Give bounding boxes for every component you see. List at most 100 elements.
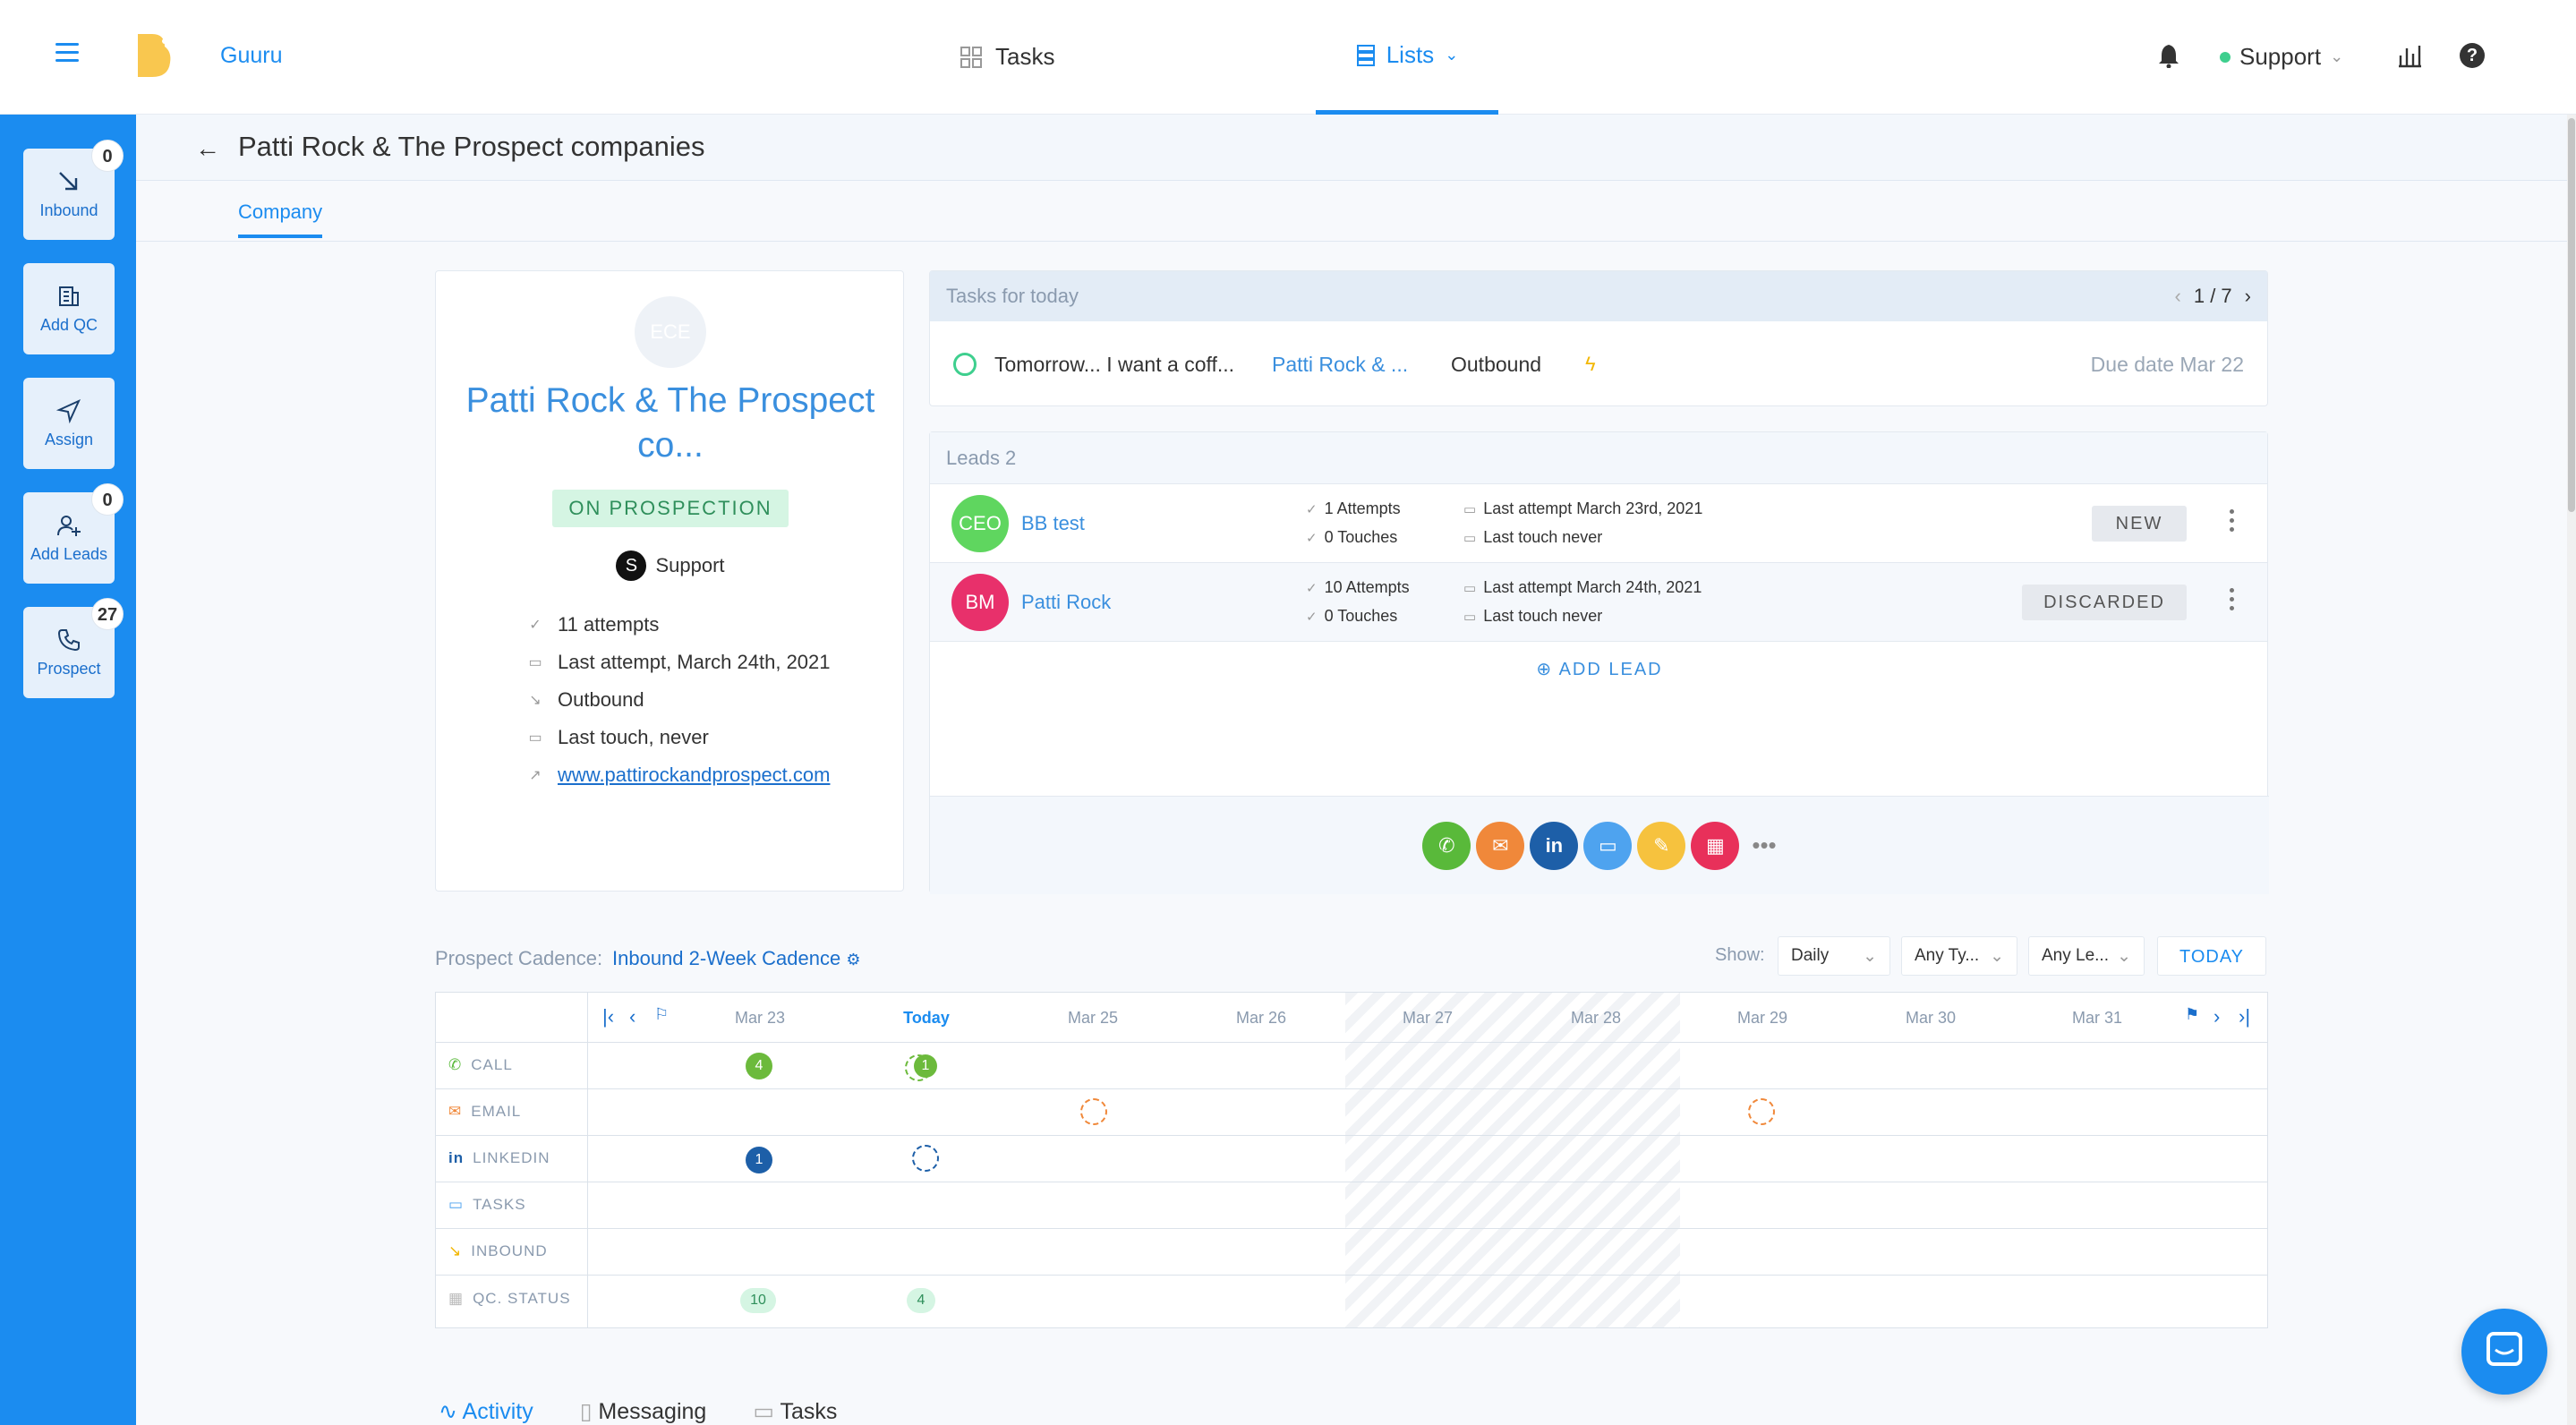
scrollbar-thumb[interactable] <box>2568 118 2575 512</box>
linkedin-action-button[interactable]: in <box>1530 821 1579 870</box>
company-name[interactable]: Patti Rock & The Prospect co... <box>465 381 875 465</box>
today-button[interactable]: TODAY <box>2157 936 2266 976</box>
lead-name[interactable]: Patti Rock <box>1021 590 1112 613</box>
more-actions-icon[interactable]: ••• <box>1752 832 1777 858</box>
flag-icon[interactable]: ⚐ <box>654 1005 670 1023</box>
user-menu[interactable]: Support ⌄ <box>2220 43 2343 71</box>
lead-name[interactable]: BB test <box>1021 511 1085 534</box>
type-filter[interactable]: Any Ty... ⌄ <box>1901 936 2017 976</box>
task-item[interactable]: Tomorrow... I want a coff... Patti Rock … <box>930 321 2267 407</box>
nav-lists[interactable]: Lists ⌄ <box>1316 0 1498 115</box>
day-label: Mar 28 <box>1570 1009 1622 1027</box>
bar-chart-icon[interactable] <box>2397 43 2422 68</box>
sidebar-item-add-leads[interactable]: 0 Add Leads <box>23 483 124 584</box>
lead-status-badge[interactable]: DISCARDED <box>2022 585 2187 620</box>
more-options-icon[interactable] <box>2230 509 2235 536</box>
linkedin-count-bubble[interactable]: 1 <box>746 1147 772 1173</box>
chevron-left-icon[interactable]: ‹ <box>2174 285 2181 307</box>
menu-icon[interactable] <box>55 43 79 63</box>
chevron-right-icon[interactable]: › <box>2213 1005 2221 1028</box>
lead-status-badge[interactable]: NEW <box>2092 506 2187 542</box>
last-attempt: Last attempt, March 24th, 2021 <box>558 651 831 673</box>
first-page-icon[interactable]: |‹ <box>602 1005 615 1028</box>
user-name: Support <box>2239 43 2322 70</box>
day-label: Mar 23 <box>734 1009 786 1027</box>
chat-icon <box>2486 1332 2522 1366</box>
inbound-badge: 0 <box>91 140 124 172</box>
check-icon: ✓ <box>529 618 542 633</box>
more-options-icon[interactable] <box>2230 588 2235 615</box>
task-company-link[interactable]: Patti Rock & ... <box>1272 352 1409 376</box>
building-icon: ▦ <box>448 1290 465 1307</box>
lead-last-attempt: Last attempt March 24th, 2021 <box>1483 577 1702 596</box>
timeline-row-call: ✆ CALL 4 1 <box>436 1043 2267 1089</box>
row-label: LINKEDIN <box>473 1149 550 1166</box>
sidebar-item-label: Assign <box>44 430 94 448</box>
period-filter[interactable]: Daily ⌄ <box>1778 936 1890 976</box>
qc-status-pill[interactable]: 10 <box>740 1288 776 1313</box>
phone-icon: ✆ <box>448 1056 463 1073</box>
lead-attempts: 10 Attempts <box>1324 577 1410 596</box>
sidebar-item-inbound[interactable]: 0 Inbound <box>23 140 124 240</box>
chevron-left-icon[interactable]: ‹ <box>629 1005 636 1028</box>
scheduled-linkedin-marker[interactable] <box>912 1145 939 1172</box>
call-count-bubble[interactable]: 4 <box>746 1053 772 1079</box>
tab-messaging[interactable]: ▯ Messaging <box>580 1398 707 1425</box>
lead-filter[interactable]: Any Le... ⌄ <box>2028 936 2145 976</box>
tab-label: Activity <box>462 1399 533 1424</box>
cadence-label: Prospect Cadence: <box>435 947 603 969</box>
sidebar-item-assign[interactable]: Assign <box>23 378 115 469</box>
status-badge[interactable]: ON PROSPECTION <box>552 490 789 527</box>
bell-icon[interactable] <box>2157 43 2180 68</box>
linkedin-icon: in <box>448 1149 465 1166</box>
sidebar-item-prospect[interactable]: 27 Prospect <box>23 598 124 698</box>
day-label: Mar 29 <box>1736 1009 1788 1027</box>
chat-button[interactable] <box>2461 1309 2547 1395</box>
gear-icon[interactable]: ⚙ <box>846 951 861 968</box>
lead-row[interactable]: CEO BB test ✓ 1 Attempts ✓ 0 Touches ▭ Last… <box>930 484 2267 563</box>
tab-tasks[interactable]: ▭ Tasks <box>753 1398 837 1425</box>
brand-name[interactable]: Guuru <box>220 43 283 68</box>
task-action-button[interactable]: ▭ <box>1583 821 1633 870</box>
direction: Outbound <box>558 688 644 711</box>
tab-activity[interactable]: ∿ Activity <box>439 1398 533 1425</box>
sidebar-item-add-qc[interactable]: Add QC <box>23 263 115 354</box>
scheduled-email-marker[interactable] <box>1080 1098 1107 1125</box>
call-action-button[interactable]: ✆ <box>1422 821 1471 870</box>
cadence-name[interactable]: Inbound 2-Week Cadence ⚙ <box>612 947 860 970</box>
page-header: ← Patti Rock & The Prospect companies <box>136 115 2567 181</box>
call-count-bubble[interactable]: 1 <box>914 1054 937 1078</box>
chevron-down-icon: ⌄ <box>2330 47 2344 65</box>
note-action-button[interactable]: ✎ <box>1637 821 1686 870</box>
flag-filled-icon[interactable]: ⚑ <box>2185 1005 2200 1023</box>
help-icon[interactable]: ? <box>2460 43 2485 68</box>
add-lead-button[interactable]: ⊕ ADD LEAD <box>930 658 2269 680</box>
owner-name: Support <box>655 554 725 576</box>
row-label: TASKS <box>473 1196 526 1213</box>
logo-icon <box>138 34 171 77</box>
website-link[interactable]: www.pattirockandprospect.com <box>558 764 831 786</box>
lead-row[interactable]: BM Patti Rock ✓ 10 Attempts ✓ 0 Touches ▭ L… <box>930 563 2267 642</box>
timeline-row-tasks: ▭ TASKS <box>436 1182 2267 1229</box>
qc-status-pill[interactable]: 4 <box>907 1288 935 1313</box>
company-owner[interactable]: S Support <box>436 550 905 581</box>
email-action-button[interactable]: ✉ <box>1476 821 1525 870</box>
timeline-row-qc-status: ▦ QC. STATUS 10 4 <box>436 1276 2267 1327</box>
nav-tasks[interactable]: Tasks <box>960 43 1054 71</box>
sidebar-item-label: Add Leads <box>30 544 108 563</box>
tasks-header: Tasks for today <box>946 285 1079 307</box>
lead-last-touch: Last touch never <box>1483 527 1603 546</box>
tab-company[interactable]: Company <box>238 201 323 238</box>
top-bar: Guuru Tasks Lists ⌄ Support ⌄ ? <box>0 0 2576 115</box>
chevron-right-icon[interactable]: › <box>2244 285 2251 307</box>
show-label: Show: <box>1715 945 1765 965</box>
send-icon <box>56 398 81 423</box>
scrollbar[interactable] <box>2567 115 2576 1425</box>
last-page-icon[interactable]: ›| <box>2239 1005 2251 1028</box>
back-arrow-icon[interactable]: ← <box>195 134 220 162</box>
timeline-row-labels <box>436 993 588 1327</box>
check-icon: ✓ <box>1306 501 1318 517</box>
scheduled-email-marker[interactable] <box>1748 1098 1775 1125</box>
meeting-action-button[interactable]: ▦ <box>1691 821 1740 870</box>
tasks-pager: ‹ 1 / 7 › <box>2175 285 2251 308</box>
